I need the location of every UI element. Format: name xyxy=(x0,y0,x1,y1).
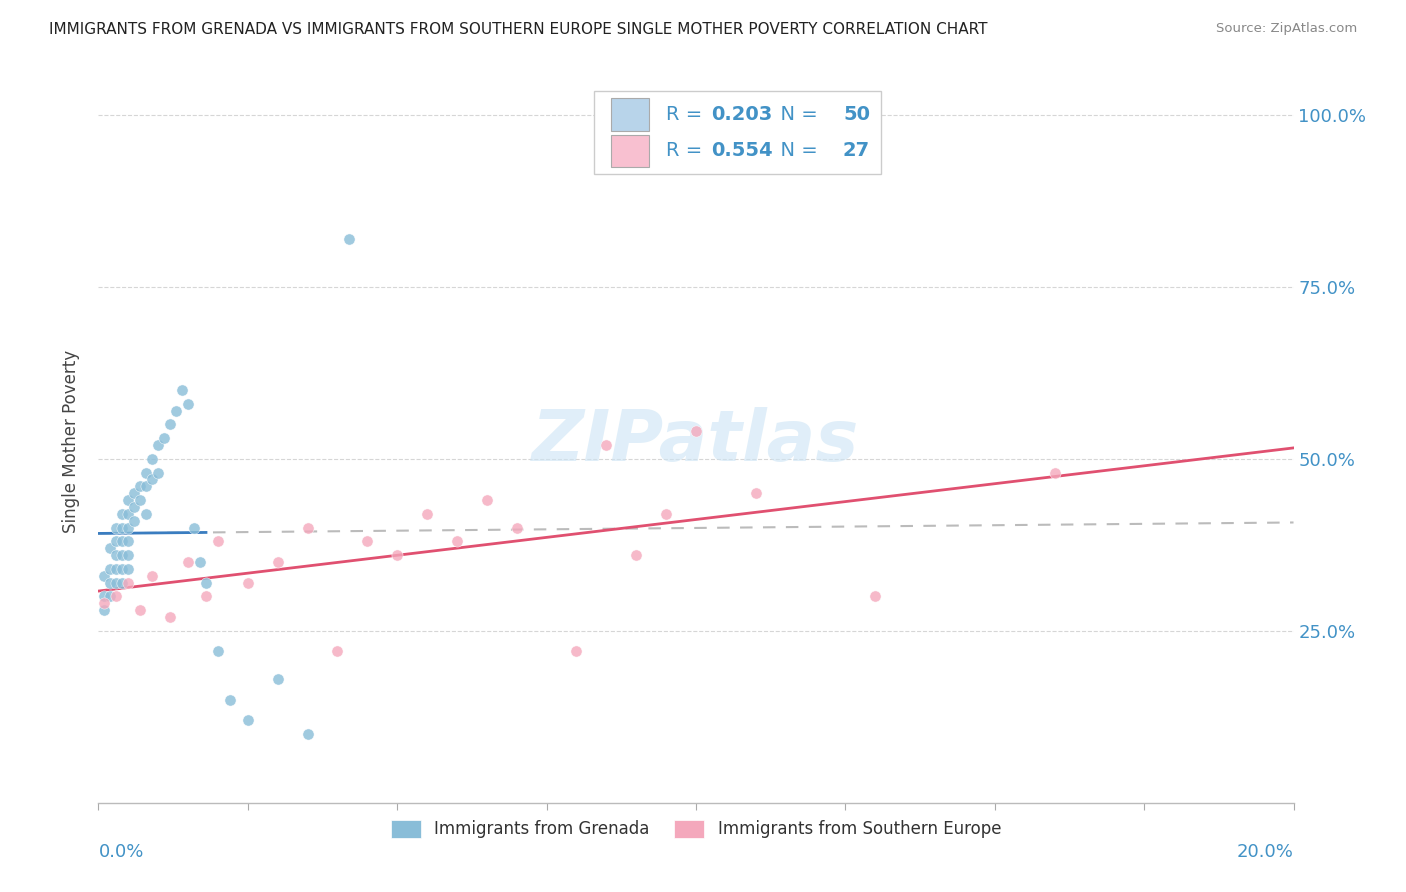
Point xyxy=(385,548,409,562)
Point xyxy=(93,568,115,582)
Text: 0.203: 0.203 xyxy=(711,105,773,124)
Point xyxy=(195,590,218,604)
Point xyxy=(129,479,152,493)
Point xyxy=(129,493,152,508)
Point xyxy=(111,507,134,521)
Point xyxy=(117,534,139,549)
Point xyxy=(105,575,128,590)
Point xyxy=(129,603,152,617)
Point xyxy=(117,575,139,590)
Point xyxy=(506,520,529,534)
Point xyxy=(117,507,139,521)
Point xyxy=(188,555,211,569)
Point xyxy=(111,520,134,534)
Point xyxy=(153,431,176,445)
Point xyxy=(98,541,122,556)
Point xyxy=(207,534,229,549)
Point xyxy=(626,548,648,562)
Point xyxy=(595,438,617,452)
Point xyxy=(111,575,134,590)
Point xyxy=(356,534,378,549)
Text: 50: 50 xyxy=(844,105,870,124)
Y-axis label: Single Mother Poverty: Single Mother Poverty xyxy=(62,350,80,533)
Point xyxy=(339,231,361,245)
Text: IMMIGRANTS FROM GRENADA VS IMMIGRANTS FROM SOUTHERN EUROPE SINGLE MOTHER POVERTY: IMMIGRANTS FROM GRENADA VS IMMIGRANTS FR… xyxy=(49,22,987,37)
Bar xyxy=(595,91,882,174)
Text: ZIPatlas: ZIPatlas xyxy=(533,407,859,476)
Point xyxy=(98,590,122,604)
Point xyxy=(105,562,128,576)
Point xyxy=(297,727,319,741)
Point xyxy=(177,397,200,411)
Point xyxy=(135,479,157,493)
Point xyxy=(124,500,146,514)
Point xyxy=(326,644,349,658)
Point xyxy=(135,507,157,521)
Point xyxy=(117,562,139,576)
Point xyxy=(195,575,218,590)
Point xyxy=(105,534,128,549)
Point xyxy=(105,548,128,562)
Point xyxy=(117,548,139,562)
Point xyxy=(124,486,146,500)
Point xyxy=(159,417,181,432)
Point xyxy=(446,534,468,549)
Point xyxy=(148,466,170,480)
Point xyxy=(93,603,115,617)
Point xyxy=(165,403,187,417)
Point xyxy=(267,555,290,569)
Point xyxy=(297,520,319,534)
Point xyxy=(865,590,887,604)
Bar xyxy=(612,98,650,130)
Point xyxy=(236,713,259,727)
Point xyxy=(207,644,229,658)
Point xyxy=(416,507,439,521)
Text: 0.554: 0.554 xyxy=(711,142,773,161)
Point xyxy=(655,507,678,521)
Point xyxy=(93,596,115,610)
Point xyxy=(141,472,163,486)
Point xyxy=(141,568,163,582)
Point xyxy=(159,610,181,624)
Point xyxy=(1043,466,1066,480)
Legend: Immigrants from Grenada, Immigrants from Southern Europe: Immigrants from Grenada, Immigrants from… xyxy=(384,813,1008,845)
Point xyxy=(183,520,205,534)
Point xyxy=(117,520,139,534)
Point xyxy=(267,672,290,686)
Point xyxy=(111,534,134,549)
Point xyxy=(475,493,498,508)
Point xyxy=(685,424,707,438)
Point xyxy=(148,438,170,452)
Point xyxy=(177,555,200,569)
Text: N =: N = xyxy=(768,142,824,161)
Point xyxy=(745,486,768,500)
Bar xyxy=(612,135,650,167)
Point xyxy=(117,493,139,508)
Text: 20.0%: 20.0% xyxy=(1237,843,1294,861)
Point xyxy=(98,575,122,590)
Point xyxy=(111,548,134,562)
Point xyxy=(565,644,588,658)
Point xyxy=(135,466,157,480)
Point xyxy=(236,575,259,590)
Text: N =: N = xyxy=(768,105,824,124)
Point xyxy=(124,514,146,528)
Text: R =: R = xyxy=(666,105,709,124)
Point xyxy=(98,562,122,576)
Point xyxy=(141,451,163,466)
Point xyxy=(105,520,128,534)
Text: Source: ZipAtlas.com: Source: ZipAtlas.com xyxy=(1216,22,1357,36)
Point xyxy=(172,383,194,397)
Point xyxy=(93,590,115,604)
Text: R =: R = xyxy=(666,142,709,161)
Text: 27: 27 xyxy=(844,142,870,161)
Text: 0.0%: 0.0% xyxy=(98,843,143,861)
Point xyxy=(219,692,242,706)
Point xyxy=(105,590,128,604)
Point xyxy=(111,562,134,576)
